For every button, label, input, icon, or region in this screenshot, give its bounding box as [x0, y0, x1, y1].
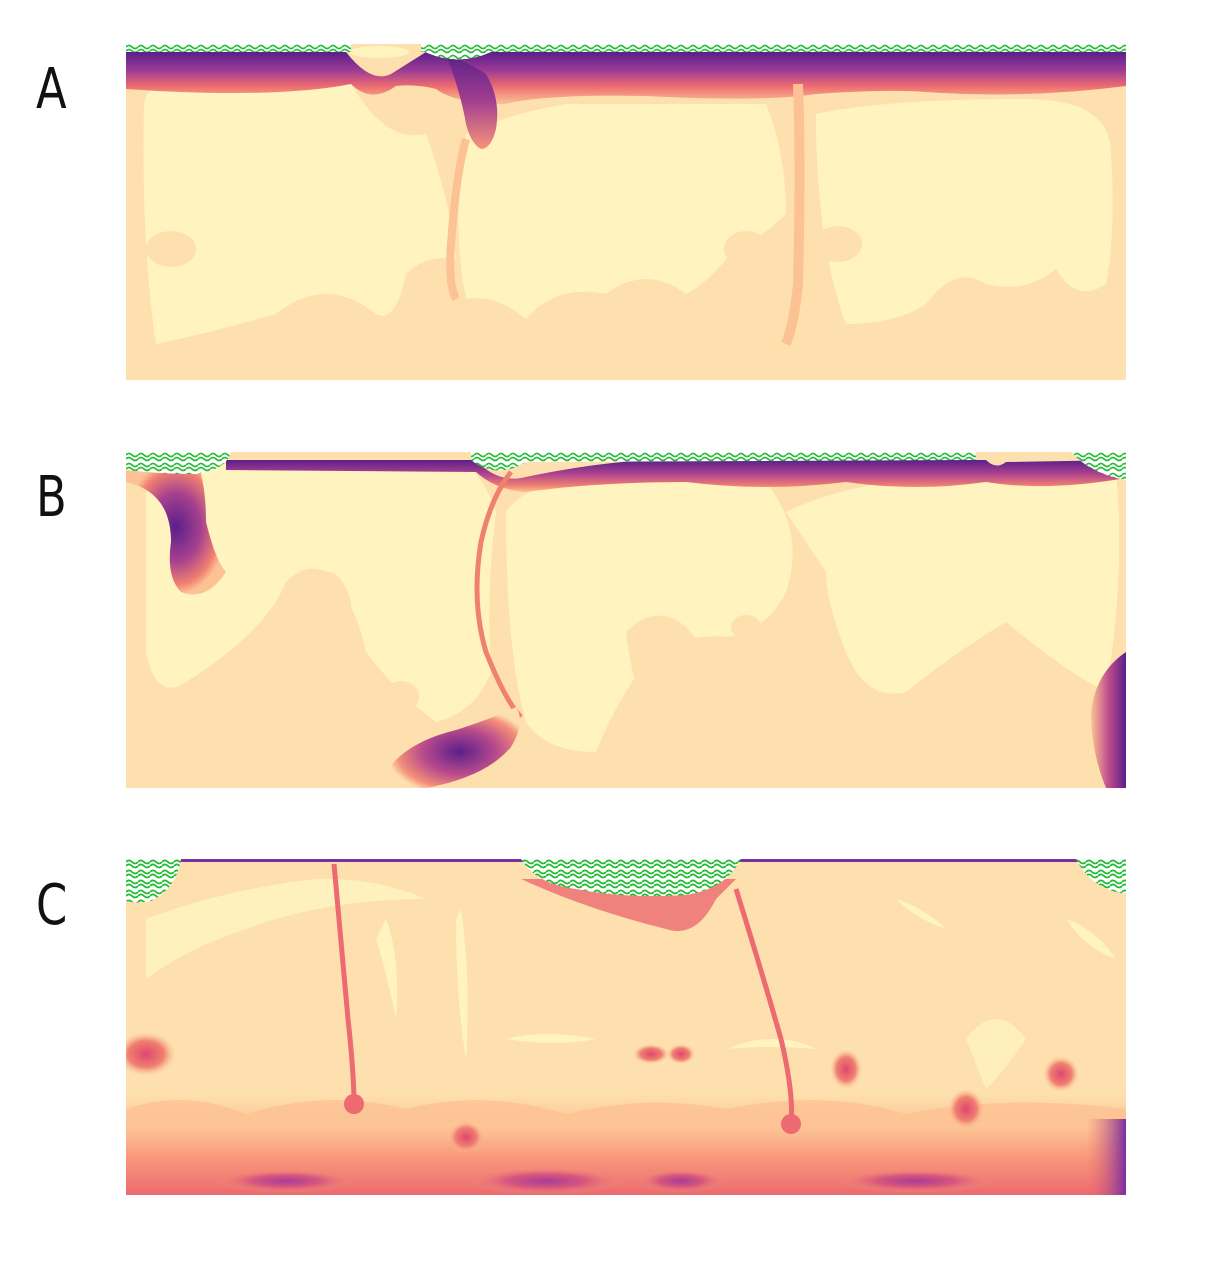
panel-a-blob-2 — [724, 231, 768, 267]
panel-a-blob-1 — [146, 231, 196, 267]
panel-c-hot-spot-2 — [466, 1167, 626, 1195]
panel-c-field — [126, 859, 1126, 1195]
panel-c-hot-spot-3 — [636, 1169, 726, 1193]
panel-label-a: A — [36, 57, 67, 122]
panel-label-c: C — [36, 873, 68, 938]
panel-b-top-layer — [226, 460, 1126, 492]
panel-b-green-band-3 — [1071, 452, 1126, 480]
panel-c-plume-2 — [733, 888, 795, 1125]
panel-a-top-layer — [126, 52, 1126, 104]
panel-a-plume-1 — [446, 54, 498, 149]
panel-a-field — [126, 44, 1126, 380]
panel-c-hot-spot-1 — [216, 1169, 356, 1193]
panel-a-blob-3 — [814, 226, 862, 262]
panel-b-green-band-1 — [126, 452, 231, 474]
panel-c-green-band-2 — [521, 859, 741, 897]
panel-a-cell-1 — [143, 81, 456, 344]
panel-b-plume-1 — [126, 460, 226, 595]
panel-c-green-band-1 — [126, 859, 181, 903]
panel-b-cell-3 — [786, 472, 1120, 694]
panel-b-field — [126, 452, 1126, 788]
panel-c — [126, 859, 1126, 1195]
panel-a — [126, 44, 1126, 380]
panel-label-b: B — [36, 465, 67, 530]
panel-c-hot-edge — [1086, 1119, 1126, 1195]
panel-a-cell-2 — [458, 104, 786, 319]
panel-c-plume-1 — [331, 863, 357, 1105]
panel-b-cell-1 — [146, 462, 496, 722]
panel-b-plume-bottom — [386, 707, 520, 788]
panel-a-green-band-1 — [126, 44, 351, 52]
panel-c-hot-spot-4 — [836, 1169, 996, 1193]
panel-a-green-band-2 — [421, 44, 1126, 52]
panel-b — [126, 452, 1126, 788]
panel-c-green-band-3 — [1076, 859, 1126, 894]
panel-a-cell-3 — [816, 99, 1113, 324]
panel-b-plume-strand — [474, 470, 523, 719]
panel-b-green-band-2 — [471, 452, 976, 471]
panel-b-plume-right — [1091, 652, 1126, 788]
